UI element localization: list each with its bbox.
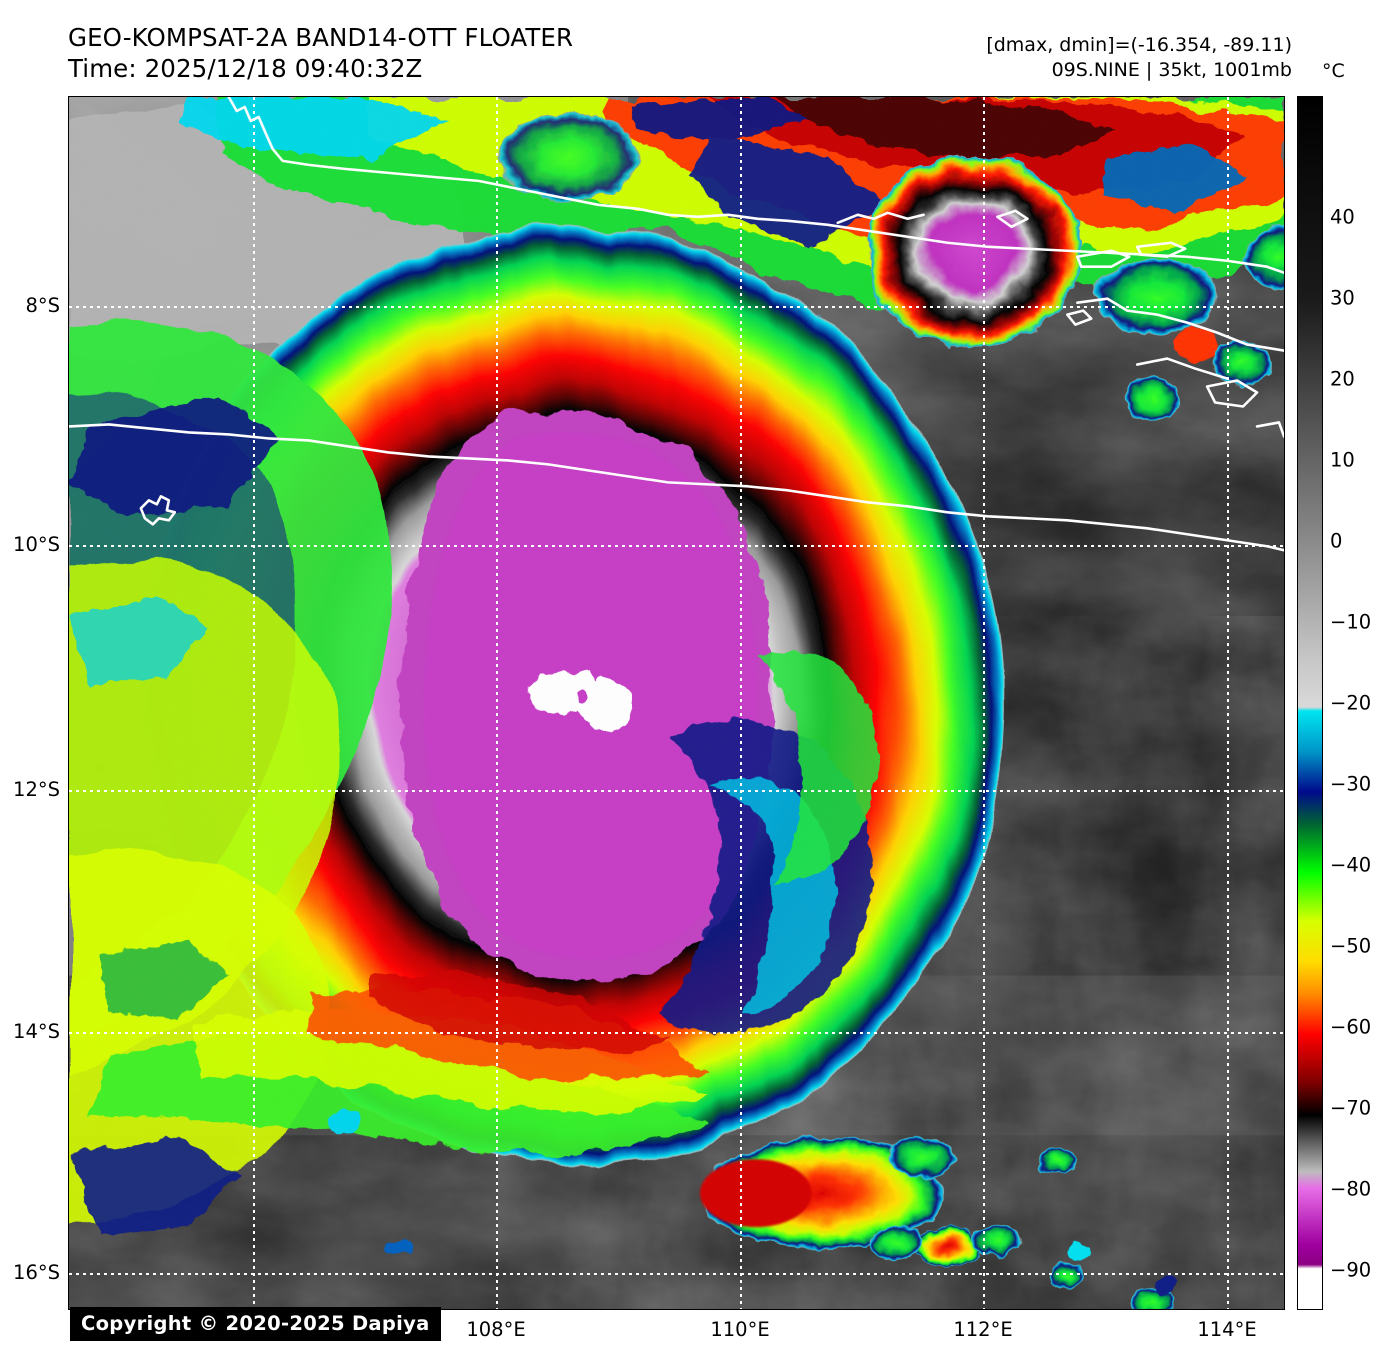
lon-tick-2: 110°E xyxy=(710,1318,770,1341)
satellite-image-plot[interactable] xyxy=(68,96,1285,1310)
colorbar-tick-2: 20 xyxy=(1330,367,1355,391)
colorbar-tick-1: 30 xyxy=(1330,286,1355,310)
infrared-satellite-raster xyxy=(69,97,1284,1309)
lat-tick-1: 10°S xyxy=(13,533,60,556)
lat-tick-0: 8°S xyxy=(25,294,60,317)
copyright-watermark: Copyright © 2020-2025 Dapiya xyxy=(70,1307,441,1341)
colorbar-tick-8: −40 xyxy=(1330,853,1372,877)
colorbar-tick-3: 10 xyxy=(1330,448,1355,472)
lat-tick-2: 12°S xyxy=(13,778,60,801)
lat-tick-3: 14°S xyxy=(13,1020,60,1043)
colorbar-tick-9: −50 xyxy=(1330,934,1372,958)
colorbar-tick-0: 40 xyxy=(1330,205,1355,229)
colorbar-tick-11: −70 xyxy=(1330,1096,1372,1120)
colorbar-tick-5: −10 xyxy=(1330,610,1372,634)
header-title-block: GEO-KOMPSAT-2A BAND14-OTT FLOATER Time: … xyxy=(68,22,573,85)
colorbar-tick-6: −20 xyxy=(1330,691,1372,715)
lat-tick-4: 16°S xyxy=(13,1261,60,1284)
colorbar-unit-label: °C xyxy=(1322,60,1345,82)
temperature-colorbar[interactable] xyxy=(1297,96,1323,1310)
lon-tick-1: 108°E xyxy=(466,1318,526,1341)
timestamp-label: Time: 2025/12/18 09:40:32Z xyxy=(68,54,423,84)
dmax-dmin-label: [dmax, dmin]=(-16.354, -89.11) xyxy=(986,34,1292,56)
colorbar-tick-10: −60 xyxy=(1330,1015,1372,1039)
colorbar-tick-12: −80 xyxy=(1330,1177,1372,1201)
lon-tick-3: 112°E xyxy=(953,1318,1013,1341)
header-metadata-block: [dmax, dmin]=(-16.354, -89.11) 09S.NINE … xyxy=(986,33,1292,82)
colorbar-tick-4: 0 xyxy=(1330,529,1343,553)
storm-info-label: 09S.NINE | 35kt, 1001mb xyxy=(1051,58,1292,81)
colorbar-tick-13: −90 xyxy=(1330,1258,1372,1282)
colorbar-tick-7: −30 xyxy=(1330,772,1372,796)
lon-tick-4: 114°E xyxy=(1197,1318,1257,1341)
page-title: GEO-KOMPSAT-2A BAND14-OTT FLOATER xyxy=(68,23,574,52)
colorbar-gradient xyxy=(1297,96,1323,1310)
